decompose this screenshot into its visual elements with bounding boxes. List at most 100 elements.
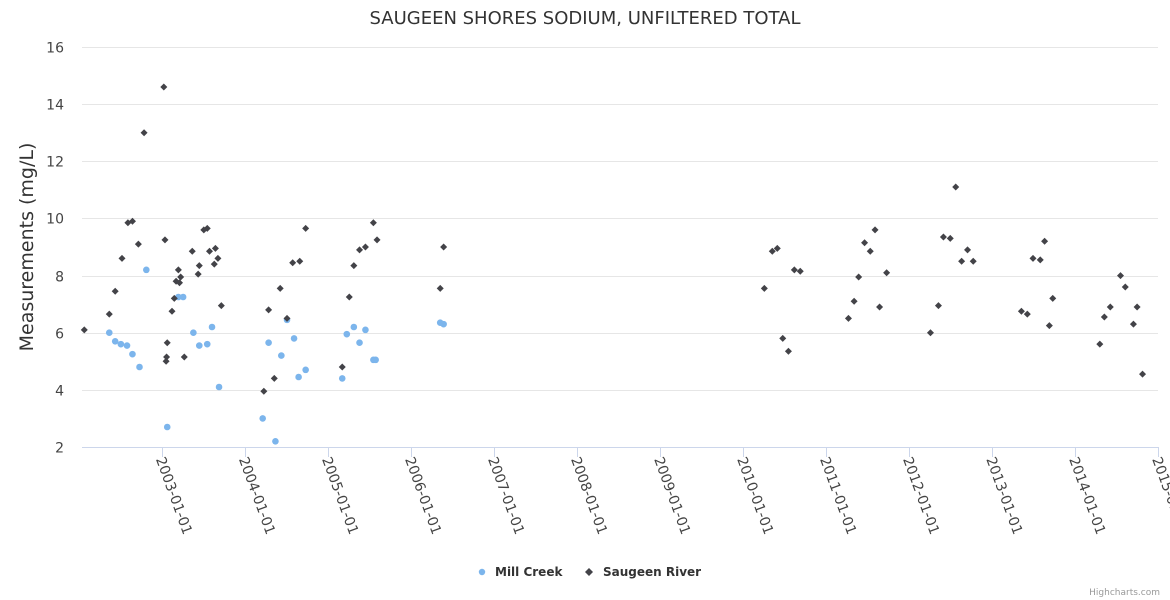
data-point[interactable] bbox=[361, 243, 369, 251]
data-point[interactable] bbox=[188, 247, 196, 255]
data-point[interactable] bbox=[259, 415, 266, 422]
data-point[interactable] bbox=[876, 303, 884, 311]
data-point[interactable] bbox=[270, 374, 278, 382]
data-point[interactable] bbox=[214, 254, 222, 262]
data-point[interactable] bbox=[211, 244, 219, 252]
data-point[interactable] bbox=[1121, 283, 1129, 291]
data-point[interactable] bbox=[350, 262, 358, 270]
legend-item-mill-creek[interactable]: Mill Creek bbox=[478, 565, 564, 579]
data-point[interactable] bbox=[105, 329, 113, 337]
data-point[interactable] bbox=[210, 260, 218, 268]
data-point[interactable] bbox=[934, 302, 942, 310]
data-point[interactable] bbox=[160, 83, 168, 91]
data-point[interactable] bbox=[372, 356, 379, 364]
data-point[interactable] bbox=[265, 339, 272, 347]
data-point[interactable] bbox=[208, 323, 216, 331]
data-point[interactable] bbox=[343, 330, 351, 338]
data-point[interactable] bbox=[105, 310, 113, 318]
data-point[interactable] bbox=[289, 259, 297, 267]
data-point[interactable] bbox=[296, 257, 304, 265]
data-point[interactable] bbox=[1133, 303, 1141, 311]
data-point[interactable] bbox=[1116, 272, 1124, 280]
data-point[interactable] bbox=[128, 217, 136, 225]
data-point[interactable] bbox=[117, 340, 125, 348]
data-point[interactable] bbox=[203, 224, 211, 232]
data-point[interactable] bbox=[1023, 310, 1031, 318]
data-point[interactable] bbox=[290, 335, 298, 342]
data-point[interactable] bbox=[136, 363, 143, 371]
data-point[interactable] bbox=[356, 246, 364, 254]
data-point[interactable] bbox=[283, 314, 291, 322]
data-point[interactable] bbox=[964, 246, 972, 254]
data-point[interactable] bbox=[850, 297, 858, 305]
data-point[interactable] bbox=[773, 244, 781, 252]
data-point[interactable] bbox=[796, 267, 804, 275]
data-point[interactable] bbox=[946, 234, 954, 242]
data-point[interactable] bbox=[1017, 307, 1025, 315]
data-point[interactable] bbox=[926, 329, 934, 337]
data-point[interactable] bbox=[844, 314, 852, 322]
data-point[interactable] bbox=[1129, 320, 1137, 328]
data-point[interactable] bbox=[118, 254, 126, 262]
data-point[interactable] bbox=[134, 240, 142, 248]
data-point[interactable] bbox=[217, 302, 225, 310]
data-point[interactable] bbox=[969, 257, 977, 265]
data-point[interactable] bbox=[871, 226, 879, 234]
data-point[interactable] bbox=[369, 219, 377, 227]
data-point[interactable] bbox=[177, 273, 185, 281]
data-point[interactable] bbox=[356, 339, 363, 347]
data-point[interactable] bbox=[276, 284, 284, 292]
data-point[interactable] bbox=[123, 342, 131, 349]
data-point[interactable] bbox=[939, 233, 947, 241]
data-point[interactable] bbox=[440, 243, 448, 251]
data-point[interactable] bbox=[1096, 340, 1104, 348]
credits-link[interactable]: Highcharts.com bbox=[1089, 588, 1160, 598]
data-point[interactable] bbox=[163, 353, 171, 361]
data-point[interactable] bbox=[436, 284, 444, 292]
data-point[interactable] bbox=[1139, 370, 1147, 378]
data-point[interactable] bbox=[174, 266, 182, 274]
data-point[interactable] bbox=[768, 247, 776, 255]
data-point[interactable] bbox=[195, 342, 203, 349]
data-point[interactable] bbox=[163, 339, 171, 347]
data-point[interactable] bbox=[440, 320, 447, 328]
data-point[interactable] bbox=[790, 266, 798, 274]
data-point[interactable] bbox=[190, 329, 197, 337]
data-point[interactable] bbox=[143, 266, 150, 274]
data-point[interactable] bbox=[1049, 294, 1057, 302]
data-point[interactable] bbox=[111, 337, 119, 345]
data-point[interactable] bbox=[140, 129, 148, 137]
data-point[interactable] bbox=[203, 340, 211, 348]
data-point[interactable] bbox=[1029, 254, 1037, 262]
data-point[interactable] bbox=[883, 269, 891, 277]
data-point[interactable] bbox=[779, 334, 787, 342]
data-point[interactable] bbox=[861, 239, 869, 247]
data-point[interactable] bbox=[1045, 322, 1053, 330]
data-point[interactable] bbox=[784, 347, 792, 355]
data-point[interactable] bbox=[162, 357, 170, 365]
data-point[interactable] bbox=[373, 236, 381, 244]
data-point[interactable] bbox=[302, 224, 310, 232]
data-point[interactable] bbox=[272, 437, 279, 445]
data-point[interactable] bbox=[345, 293, 353, 301]
data-point[interactable] bbox=[215, 383, 223, 391]
data-point[interactable] bbox=[278, 352, 285, 359]
data-point[interactable] bbox=[163, 423, 171, 431]
data-point[interactable] bbox=[265, 306, 273, 314]
data-point[interactable] bbox=[302, 366, 309, 374]
data-point[interactable] bbox=[80, 326, 88, 334]
data-point[interactable] bbox=[855, 273, 863, 281]
data-point[interactable] bbox=[338, 363, 346, 371]
data-point[interactable] bbox=[362, 326, 369, 334]
data-point[interactable] bbox=[176, 279, 184, 287]
data-point[interactable] bbox=[179, 293, 187, 301]
data-point[interactable] bbox=[350, 323, 358, 331]
data-point[interactable] bbox=[1041, 237, 1049, 245]
data-point[interactable] bbox=[168, 307, 176, 315]
data-point[interactable] bbox=[180, 353, 188, 361]
data-point[interactable] bbox=[129, 350, 136, 358]
data-point[interactable] bbox=[260, 387, 268, 395]
data-point[interactable] bbox=[760, 284, 768, 292]
data-point[interactable] bbox=[338, 375, 346, 382]
data-point[interactable] bbox=[1100, 313, 1108, 321]
